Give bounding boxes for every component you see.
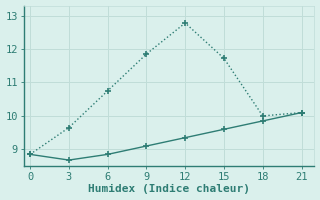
X-axis label: Humidex (Indice chaleur): Humidex (Indice chaleur): [88, 184, 250, 194]
